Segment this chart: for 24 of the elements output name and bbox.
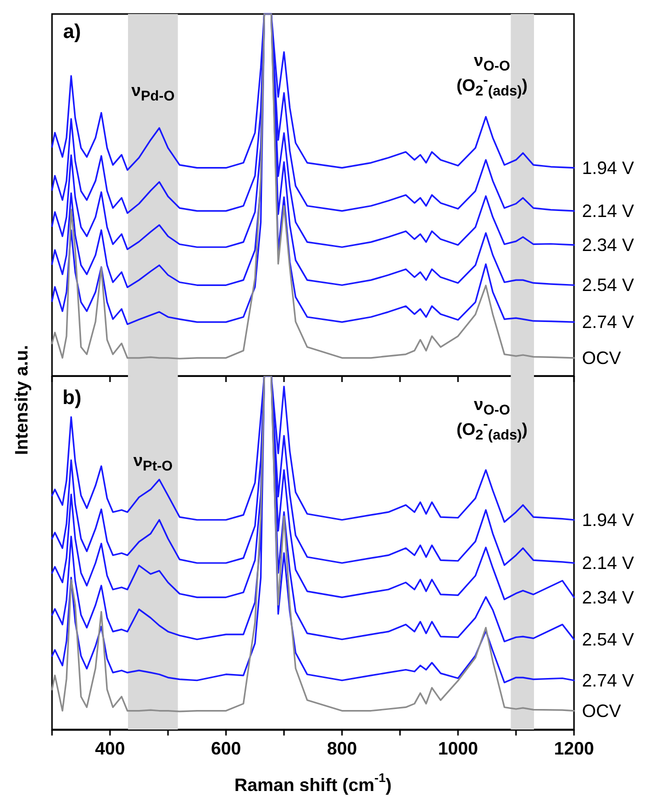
y-axis-title: Intensity a.u. [12, 344, 32, 456]
series-label: 2.14 V [582, 553, 634, 573]
series-label: 1.94 V [582, 510, 634, 530]
x-tick-label: 1200 [554, 738, 594, 758]
annotation: ν$_{O-O}$ [474, 395, 510, 419]
annotation: ν$_{Pt-O}$ [133, 451, 173, 475]
series-label: 1.94 V [582, 158, 634, 178]
series-label: 2.54 V [582, 275, 634, 296]
series-label: 2.34 V [582, 234, 634, 255]
x-tick-label: 1000 [438, 738, 478, 758]
series-label: OCV [582, 700, 622, 721]
annotation: b) [62, 387, 82, 409]
x-tick-label: 400 [94, 738, 126, 758]
annotation: ν$_{O-O}$ [474, 51, 510, 75]
series-label: 2.74 V [582, 312, 634, 332]
series-label: 2.14 V [582, 200, 634, 221]
annotation: ν$_{Pd-O}$ [131, 81, 175, 105]
series-label: 2.34 V [582, 587, 634, 608]
series-label: 2.74 V [582, 670, 634, 690]
series-label: 2.54 V [582, 629, 634, 650]
annotation: a) [63, 21, 81, 43]
x-tick-label: 600 [210, 738, 242, 758]
series-label: OCV [582, 348, 622, 368]
x-tick-label: 800 [326, 738, 358, 758]
